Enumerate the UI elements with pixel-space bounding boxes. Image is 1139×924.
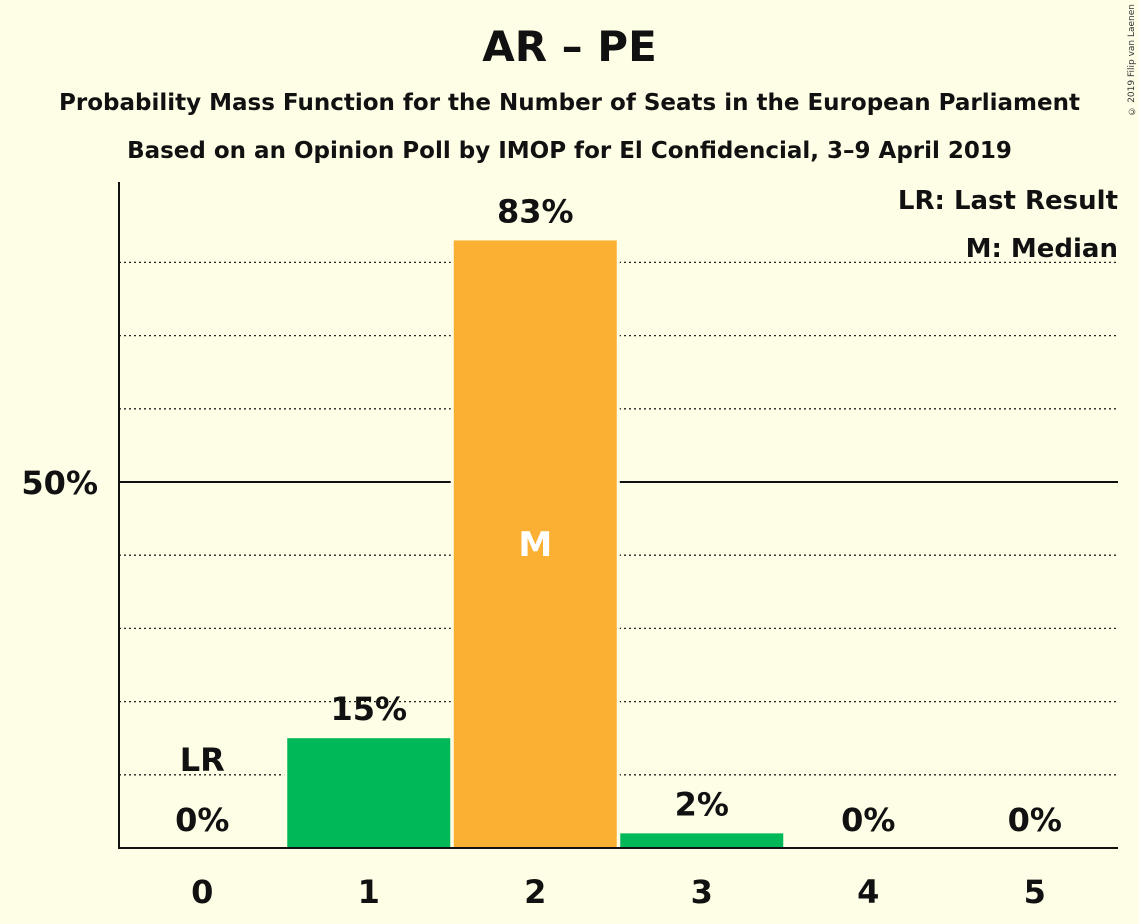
bar-2 [453,240,617,848]
chart-title: AR – PE [482,22,657,71]
x-tick-label-3: 3 [691,873,713,911]
value-label-0: 0% [175,801,229,839]
value-label-1: 15% [330,690,407,728]
bar-3 [620,833,784,848]
legend-last-result: LR: Last Result [898,186,1118,216]
x-tick-label-2: 2 [524,873,546,911]
median-marker: M [518,525,552,565]
value-label-4: 0% [841,801,895,839]
chart-subtitle: Probability Mass Function for the Number… [59,90,1080,116]
x-tick-label-0: 0 [191,873,213,911]
chart-subtitle-source: Based on an Opinion Poll by IMOP for El … [127,138,1012,164]
x-tick-label-1: 1 [358,873,380,911]
y-tick-label: 50% [21,464,98,502]
last-result-marker: LR [180,741,225,779]
legend-median: M: Median [966,234,1118,264]
value-label-5: 0% [1008,801,1062,839]
value-label-3: 2% [675,785,729,823]
x-tick-label-5: 5 [1024,873,1046,911]
bar-1 [287,738,451,848]
value-label-2: 83% [497,192,574,230]
x-tick-label-4: 4 [857,873,879,911]
